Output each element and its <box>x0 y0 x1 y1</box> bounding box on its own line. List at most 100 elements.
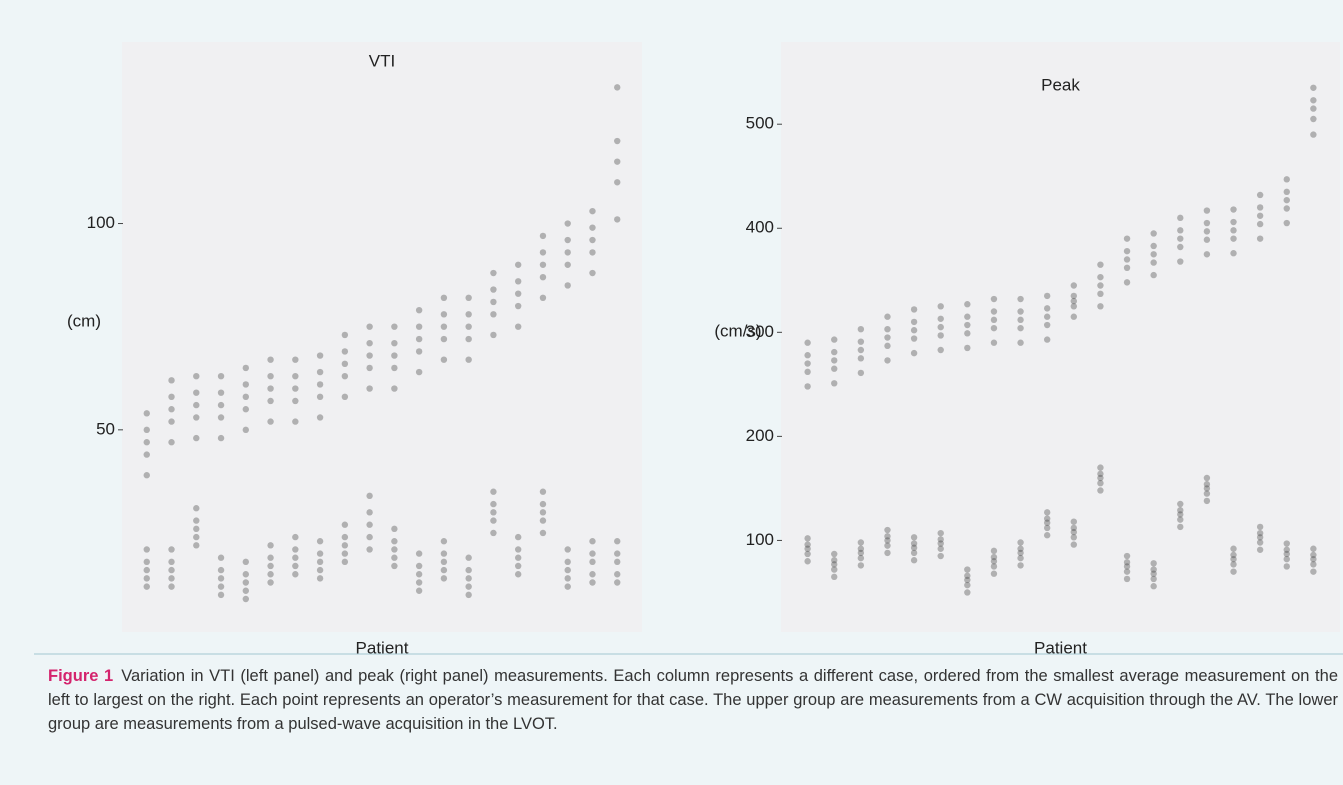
data-point <box>990 570 998 577</box>
data-point <box>937 332 944 339</box>
data-point <box>440 566 448 574</box>
y-tick-label: 400 <box>746 218 774 237</box>
data-point <box>1203 236 1211 243</box>
data-point <box>1017 562 1024 569</box>
figure-label: Figure 1 <box>48 667 114 685</box>
data-point <box>267 542 274 549</box>
data-point <box>366 492 373 500</box>
data-point <box>341 372 349 380</box>
data-point <box>1043 524 1051 532</box>
data-point <box>1256 546 1264 553</box>
data-point <box>884 549 891 557</box>
data-point <box>804 550 811 558</box>
data-point <box>1123 279 1131 286</box>
data-point <box>1150 271 1157 279</box>
data-point <box>910 318 918 326</box>
data-point <box>1177 227 1184 234</box>
data-point <box>1177 214 1184 222</box>
data-point <box>1283 205 1290 212</box>
data-point <box>1017 549 1024 557</box>
data-point <box>292 554 299 561</box>
data-point <box>990 308 998 315</box>
data-point <box>143 451 150 458</box>
data-point <box>1070 528 1078 536</box>
data-point <box>341 533 349 541</box>
data-point <box>143 439 150 446</box>
data-point <box>490 311 497 318</box>
data-point <box>217 566 225 574</box>
data-point <box>1230 206 1237 213</box>
data-point <box>1097 282 1104 289</box>
data-point <box>440 294 448 302</box>
data-point <box>564 282 571 289</box>
data-point <box>1017 295 1024 303</box>
data-point <box>884 537 891 544</box>
data-point <box>391 339 398 347</box>
data-point <box>292 356 299 363</box>
data-point <box>1043 509 1051 516</box>
data-point <box>193 434 200 442</box>
data-point <box>415 368 423 376</box>
data-point <box>937 315 944 322</box>
data-point <box>831 380 838 387</box>
data-point <box>267 579 274 586</box>
data-point <box>1150 242 1157 250</box>
data-point <box>440 558 448 566</box>
data-point <box>514 302 522 310</box>
data-point <box>217 591 225 599</box>
data-point <box>366 385 373 392</box>
data-point <box>1123 575 1131 583</box>
data-point <box>884 342 891 350</box>
data-point <box>1043 321 1051 329</box>
data-point <box>910 349 918 357</box>
data-point <box>1203 490 1211 497</box>
data-point <box>937 536 944 543</box>
data-point <box>1177 511 1184 518</box>
data-point <box>614 558 621 566</box>
data-point <box>168 418 175 425</box>
data-point <box>884 357 891 364</box>
data-point <box>1017 545 1024 552</box>
data-point <box>341 348 349 355</box>
data-point <box>1043 313 1051 320</box>
data-point <box>415 587 423 594</box>
data-point <box>1230 555 1237 563</box>
data-point <box>990 316 998 324</box>
data-point <box>440 550 448 557</box>
data-point <box>857 549 865 557</box>
data-point <box>366 533 373 541</box>
data-point <box>143 575 150 582</box>
data-point <box>1310 568 1317 575</box>
data-point <box>910 335 918 342</box>
data-point <box>490 500 497 508</box>
data-point <box>415 306 423 314</box>
data-point <box>884 334 891 341</box>
figure-caption: Figure 1 Variation in VTI (left panel) an… <box>48 664 1338 736</box>
data-point <box>242 579 250 586</box>
data-point <box>614 571 621 578</box>
data-point <box>1150 583 1157 590</box>
data-point <box>514 562 522 570</box>
data-point <box>341 331 349 339</box>
data-point <box>1310 105 1317 112</box>
data-point <box>804 558 811 565</box>
data-point <box>910 327 918 334</box>
data-point <box>193 372 200 380</box>
x-axis-label: Patient <box>356 638 409 655</box>
data-point <box>614 216 621 223</box>
data-point <box>1310 545 1317 552</box>
data-point <box>1230 227 1237 234</box>
data-point <box>539 500 547 508</box>
data-point <box>143 546 150 553</box>
data-point <box>1256 212 1264 219</box>
data-point <box>143 472 150 479</box>
data-point <box>440 323 448 330</box>
data-point <box>465 583 472 590</box>
data-point <box>391 364 398 372</box>
data-point <box>804 368 811 376</box>
data-point <box>143 566 150 574</box>
data-point <box>937 545 944 552</box>
data-point <box>267 372 274 380</box>
data-point <box>831 561 838 568</box>
data-point <box>1123 559 1131 566</box>
